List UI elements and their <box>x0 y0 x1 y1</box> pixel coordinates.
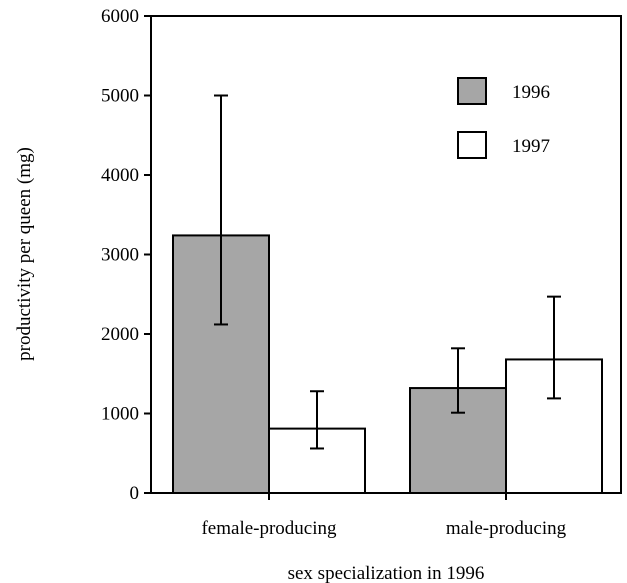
legend: 1996 1997 <box>457 77 550 159</box>
x-tick-label: female-producing <box>201 518 337 539</box>
x-tick-label: male-producing <box>446 518 567 539</box>
y-tick-label: 6000 <box>101 6 139 27</box>
y-tick-label: 3000 <box>101 245 139 266</box>
bars <box>172 234 603 495</box>
x-axis-label: sex specialization in 1996 <box>288 563 485 583</box>
legend-swatch-1996 <box>457 77 487 105</box>
axes <box>144 15 622 500</box>
tick-labels: 0 1000 2000 3000 4000 5000 6000 female-producin… <box>101 6 567 539</box>
y-tick-label: 0 <box>130 483 140 504</box>
legend-swatch-1997 <box>457 131 487 159</box>
y-tick-label: 2000 <box>101 324 139 345</box>
y-axis-label: productivity per queen (mg) <box>14 147 35 361</box>
legend-label-1996: 1996 <box>512 82 550 103</box>
y-tick-label: 4000 <box>101 165 139 186</box>
error-bars <box>214 94 561 450</box>
y-tick-label: 1000 <box>101 404 139 425</box>
y-tick-label: 5000 <box>101 86 139 107</box>
legend-label-1997: 1997 <box>512 136 550 157</box>
